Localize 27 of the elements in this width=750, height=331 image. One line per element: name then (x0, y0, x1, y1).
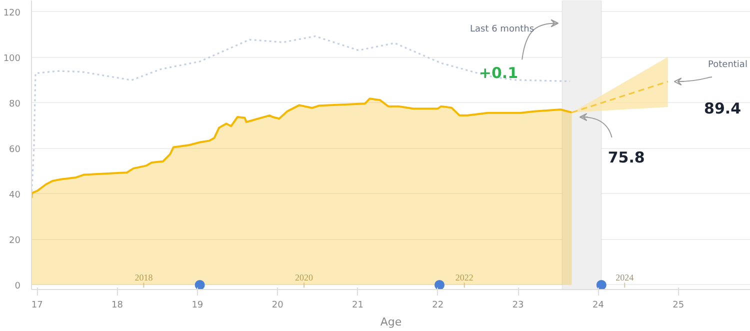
x-tick-label: 25 (672, 300, 684, 310)
y-tick-label: 60 (9, 144, 21, 155)
x-axis-title: Age (380, 316, 402, 328)
annotation: Last 6 months (470, 24, 534, 35)
x2-tick-label: 2018 (134, 272, 154, 282)
x-tick-label: 24 (592, 300, 604, 310)
annotation: 75.8 (608, 148, 645, 167)
y-tick-label: 20 (9, 236, 21, 246)
annotation: 89.4 (704, 99, 742, 118)
y-tick-label: 80 (9, 99, 21, 110)
annotation: Potential (708, 60, 748, 70)
x2-tick-label: 2022 (455, 272, 474, 282)
x-tick-label: 17 (31, 300, 43, 310)
x-tick-label: 18 (112, 300, 124, 310)
y-tick-label: 40 (9, 190, 21, 200)
x-tick-label: 23 (512, 300, 524, 310)
x2-tick-label: 2024 (616, 272, 634, 282)
annotation: +0.1 (478, 64, 518, 82)
x-tick-label: 19 (192, 300, 204, 310)
line-series (32, 35, 571, 197)
y-tick-label: 120 (3, 8, 21, 18)
x-tick-label: 22 (432, 300, 444, 310)
y-tick-label: 0 (14, 281, 21, 292)
x-tick-label: 20 (272, 300, 284, 310)
y-tick-label: 100 (3, 54, 21, 64)
x-tick-label: 21 (352, 300, 364, 310)
x2-tick-label: 2020 (295, 272, 314, 282)
